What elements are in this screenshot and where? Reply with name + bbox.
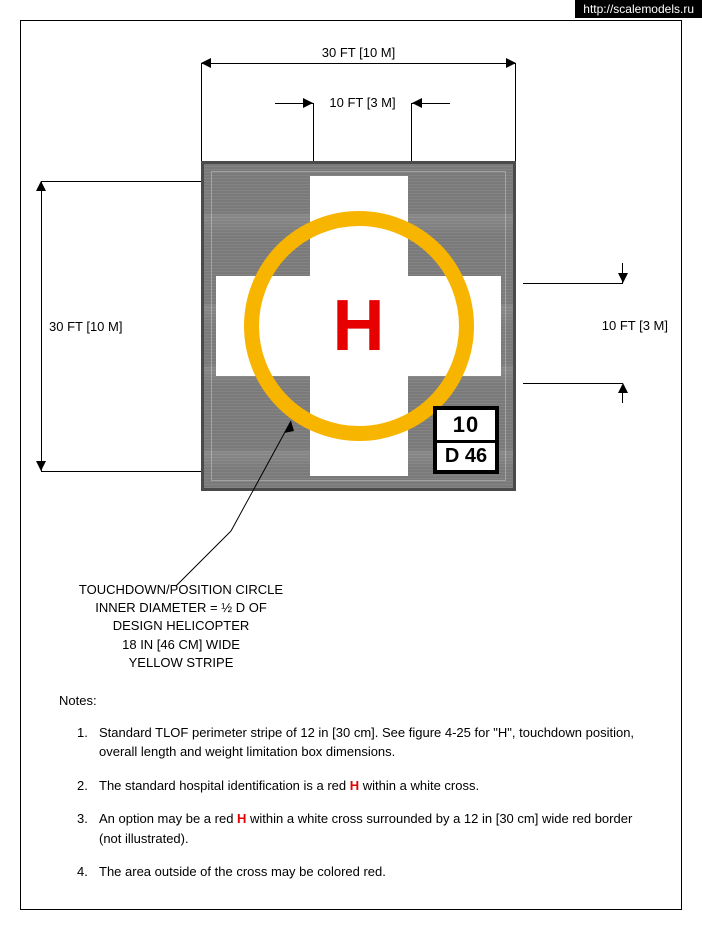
hospital-h-marking: H <box>333 285 385 367</box>
note-text: An option may be a red H within a white … <box>99 809 641 848</box>
extension-line <box>41 181 201 182</box>
dimension-label: 10 FT [3 M] <box>329 95 395 110</box>
dimension-label: 30 FT [10 M] <box>49 319 122 334</box>
dim-line <box>41 181 42 471</box>
dimension-top-outer: 30 FT [10 M] <box>201 53 516 73</box>
dimension-top-inner: 10 FT [3 M] <box>275 93 450 113</box>
note-number: 1. <box>77 723 99 762</box>
extension-line <box>523 383 623 384</box>
arrow-down-icon <box>36 461 46 471</box>
extension-line <box>523 283 623 284</box>
weight-box-bottom: D 46 <box>437 443 495 470</box>
extension-line <box>515 63 516 163</box>
red-h-inline: H <box>237 811 246 826</box>
arrow-right-icon <box>303 98 313 108</box>
notes-title: Notes: <box>59 691 641 711</box>
callout-line: INNER DIAMETER = ½ D OF <box>51 599 311 617</box>
dimension-label: 10 FT [3 M] <box>602 318 668 333</box>
weight-limitation-box: 10 D 46 <box>433 406 499 474</box>
callout-line: TOUCHDOWN/POSITION CIRCLE <box>51 581 311 599</box>
dim-line <box>201 63 516 64</box>
arrow-up-icon <box>618 383 628 393</box>
callout-line: YELLOW STRIPE <box>51 654 311 672</box>
diagram-frame: 30 FT [10 M] 10 FT [3 M] 30 FT [10 M] <box>20 20 682 910</box>
red-h-inline: H <box>350 778 359 793</box>
arrow-down-icon <box>618 273 628 283</box>
note-item: 3. An option may be a red H within a whi… <box>59 809 641 848</box>
dimension-left: 30 FT [10 M] <box>41 161 186 491</box>
arrow-up-icon <box>36 181 46 191</box>
note-text-part: An option may be a red <box>99 811 237 826</box>
watermark-url: http://scalemodels.ru <box>575 0 702 18</box>
note-text: The standard hospital identification is … <box>99 776 641 796</box>
note-text: The area outside of the cross may be col… <box>99 862 641 882</box>
dimension-right: 10 FT [3 M] <box>518 263 663 423</box>
dimension-label: 30 FT [10 M] <box>316 45 401 60</box>
weight-box-top: 10 <box>437 410 495 443</box>
note-number: 2. <box>77 776 99 796</box>
note-text-part: within a white cross. <box>359 778 479 793</box>
notes-section: Notes: 1. Standard TLOF perimeter stripe… <box>59 691 641 896</box>
note-number: 3. <box>77 809 99 848</box>
note-item: 4. The area outside of the cross may be … <box>59 862 641 882</box>
arrow-left-icon <box>201 58 211 68</box>
leader-line <box>176 421 316 591</box>
note-item: 1. Standard TLOF perimeter stripe of 12 … <box>59 723 641 762</box>
note-text-part: The standard hospital identification is … <box>99 778 350 793</box>
note-item: 2. The standard hospital identification … <box>59 776 641 796</box>
note-number: 4. <box>77 862 99 882</box>
callout-line: 18 IN [46 CM] WIDE <box>51 636 311 654</box>
diagram-area: 30 FT [10 M] 10 FT [3 M] 30 FT [10 M] <box>21 31 683 611</box>
extension-line <box>201 63 202 163</box>
touchdown-circle-callout: TOUCHDOWN/POSITION CIRCLE INNER DIAMETER… <box>51 581 311 672</box>
callout-line: DESIGN HELICOPTER <box>51 617 311 635</box>
note-text: Standard TLOF perimeter stripe of 12 in … <box>99 723 641 762</box>
arrow-left-icon <box>412 98 422 108</box>
